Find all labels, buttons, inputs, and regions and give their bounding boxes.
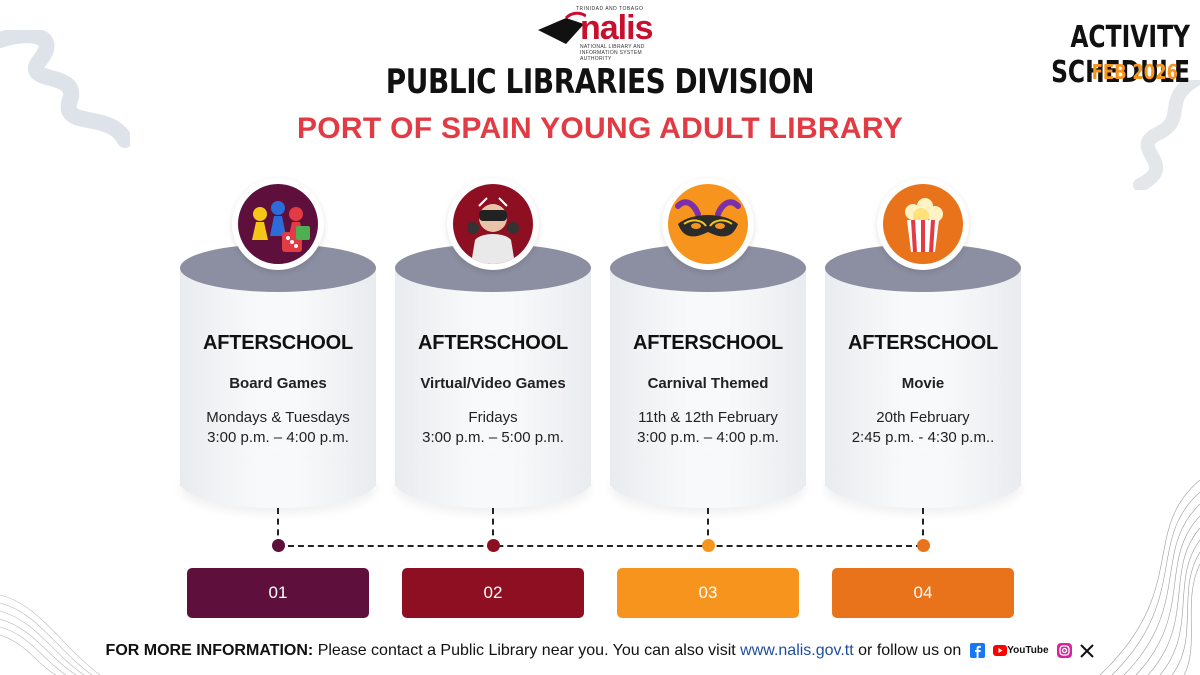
card-activity: Virtual/Video Games xyxy=(420,375,566,392)
website-link[interactable]: www.nalis.gov.tt xyxy=(740,642,854,659)
wave-lines-left xyxy=(0,594,101,675)
timeline-connector xyxy=(707,508,709,546)
card-title: AFTERSCHOOL xyxy=(632,332,784,354)
step-number-4: 04 xyxy=(832,568,1014,618)
footer-label: FOR MORE INFORMATION: xyxy=(105,642,314,659)
card-time: 2:45 p.m. - 4:30 p.m.. xyxy=(851,429,995,446)
board-games-icon xyxy=(238,184,318,264)
step-number-3: 03 xyxy=(617,568,799,618)
timeline-connector xyxy=(277,508,279,546)
timeline-dot-2 xyxy=(487,539,500,552)
card-activity: Board Games xyxy=(229,375,327,392)
logo-subtitle: NATIONAL LIBRARY AND INFORMATION SYSTEM … xyxy=(580,44,645,62)
timeline-line xyxy=(278,545,922,547)
card-activity: Carnival Themed xyxy=(647,375,769,392)
card-title: AFTERSCHOOL xyxy=(417,332,569,354)
card-days: 11th & 12th February xyxy=(638,409,778,426)
card-activity: Movie xyxy=(901,375,945,392)
card-days: Fridays xyxy=(468,409,518,426)
youtube-label: YouTube xyxy=(1007,645,1049,657)
timeline-connector xyxy=(492,508,494,546)
footer: FOR MORE INFORMATION: Please contact a P… xyxy=(0,642,1200,660)
card-time: 3:00 p.m. – 4:00 p.m. xyxy=(207,429,349,446)
logo-country: TRINIDAD AND TOBAGO xyxy=(576,6,644,12)
card-title: AFTERSCHOOL xyxy=(847,332,999,354)
youtube-icon[interactable]: YouTube xyxy=(993,645,1049,657)
activity-card-2: AFTERSCHOOL Virtual/Video Games Fridays … xyxy=(395,178,591,508)
card-days: Mondays & Tuesdays xyxy=(206,409,350,426)
book-swoosh-icon xyxy=(538,11,586,44)
branch-title: PORT OF SPAIN YOUNG ADULT LIBRARY xyxy=(296,112,904,145)
schedule-date: FEB 2026 xyxy=(1091,60,1178,84)
activity-card-3: AFTERSCHOOL Carnival Themed 11th & 12th … xyxy=(610,178,806,508)
nalis-logo: TRINIDAD AND TOBAGO nalis NATIONAL LIBRA… xyxy=(536,4,664,62)
activity-card-1: AFTERSCHOOL Board Games Mondays & Tuesda… xyxy=(180,178,376,508)
timeline-dot-3 xyxy=(702,539,715,552)
carnival-mask-icon xyxy=(668,184,748,264)
timeline-dot-1 xyxy=(272,539,285,552)
card-title: AFTERSCHOOL xyxy=(202,332,354,354)
footer-text: Please contact a Public Library near you… xyxy=(317,642,736,659)
card-days: 20th February xyxy=(876,409,970,426)
logo-wordmark: nalis xyxy=(580,9,653,47)
timeline-dot-4 xyxy=(917,539,930,552)
instagram-icon[interactable] xyxy=(1056,643,1072,659)
facebook-icon[interactable] xyxy=(969,643,985,659)
footer-follow: or follow us on xyxy=(858,642,962,659)
schedule-title: ACTIVITY SCHEDULE xyxy=(1051,20,1190,90)
division-title: PUBLIC LIBRARIES DIVISION xyxy=(385,62,815,102)
step-number-1: 01 xyxy=(187,568,369,618)
x-icon[interactable] xyxy=(1080,644,1095,658)
popcorn-icon xyxy=(883,184,963,264)
card-time: 3:00 p.m. – 4:00 p.m. xyxy=(637,429,779,446)
step-number-2: 02 xyxy=(402,568,584,618)
activity-card-4: AFTERSCHOOL Movie 20th February 2:45 p.m… xyxy=(825,178,1021,508)
timeline-connector xyxy=(922,508,924,546)
card-time: 3:00 p.m. – 5:00 p.m. xyxy=(422,429,564,446)
vr-headset-icon xyxy=(453,184,533,264)
